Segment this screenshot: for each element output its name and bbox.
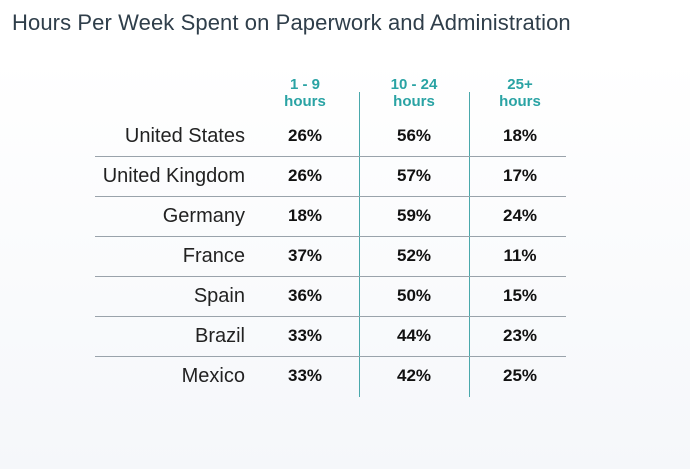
table-row: Brazil 33% 44% 23%	[95, 317, 566, 357]
country-label: Brazil	[194, 325, 245, 347]
country-label: United Kingdom	[102, 165, 245, 187]
column-header-line2: hours	[393, 93, 435, 110]
column-header-line1: 10 - 24	[390, 76, 438, 93]
value-cell: 37%	[287, 246, 323, 265]
row-separator	[95, 196, 566, 197]
table-row: United Kingdom 26% 57% 17%	[95, 157, 566, 197]
chart-title: Hours Per Week Spent on Paperwork and Ad…	[12, 10, 571, 35]
column-header-line2: hours	[284, 93, 326, 110]
value-cell: 52%	[396, 246, 432, 265]
value-cell: 33%	[287, 326, 323, 345]
column-header: 25+ hours	[465, 76, 575, 110]
value-cell: 18%	[287, 206, 323, 225]
table-row: Germany 18% 59% 24%	[95, 197, 566, 237]
country-label: Germany	[162, 205, 245, 227]
value-cell: 42%	[396, 366, 432, 385]
value-cell: 57%	[396, 166, 432, 185]
column-divider	[359, 92, 360, 397]
table-row: Mexico 33% 42% 25%	[95, 357, 566, 397]
row-separator	[95, 236, 566, 237]
value-cell: 26%	[287, 126, 323, 145]
value-cell: 25%	[502, 366, 538, 385]
table-row: France 37% 52% 11%	[95, 237, 566, 277]
row-separator	[95, 156, 566, 157]
table-row: United States 26% 56% 18%	[95, 117, 566, 157]
value-cell: 44%	[396, 326, 432, 345]
value-cell: 56%	[396, 126, 432, 145]
column-header: 10 - 24 hours	[359, 76, 469, 110]
column-header-line1: 1 - 9	[289, 76, 320, 93]
row-separator	[95, 356, 566, 357]
value-cell: 23%	[502, 326, 538, 345]
table-panel	[0, 58, 690, 469]
row-separator	[95, 276, 566, 277]
value-cell: 59%	[396, 206, 432, 225]
column-divider	[469, 92, 470, 397]
value-cell: 50%	[396, 286, 432, 305]
column-header-line1: 25+	[507, 76, 533, 93]
value-cell: 33%	[287, 366, 323, 385]
value-cell: 15%	[502, 286, 538, 305]
value-cell: 17%	[502, 166, 538, 185]
table-row: Spain 36% 50% 15%	[95, 277, 566, 317]
value-cell: 11%	[503, 246, 537, 265]
country-label: France	[182, 245, 245, 267]
column-header-line2: hours	[499, 93, 541, 110]
country-label: United States	[124, 125, 245, 147]
column-header: 1 - 9 hours	[250, 76, 360, 110]
value-cell: 18%	[502, 126, 538, 145]
value-cell: 36%	[287, 286, 323, 305]
value-cell: 24%	[502, 206, 538, 225]
country-label: Spain	[193, 285, 245, 307]
country-label: Mexico	[181, 365, 245, 387]
row-separator	[95, 316, 566, 317]
value-cell: 26%	[287, 166, 323, 185]
